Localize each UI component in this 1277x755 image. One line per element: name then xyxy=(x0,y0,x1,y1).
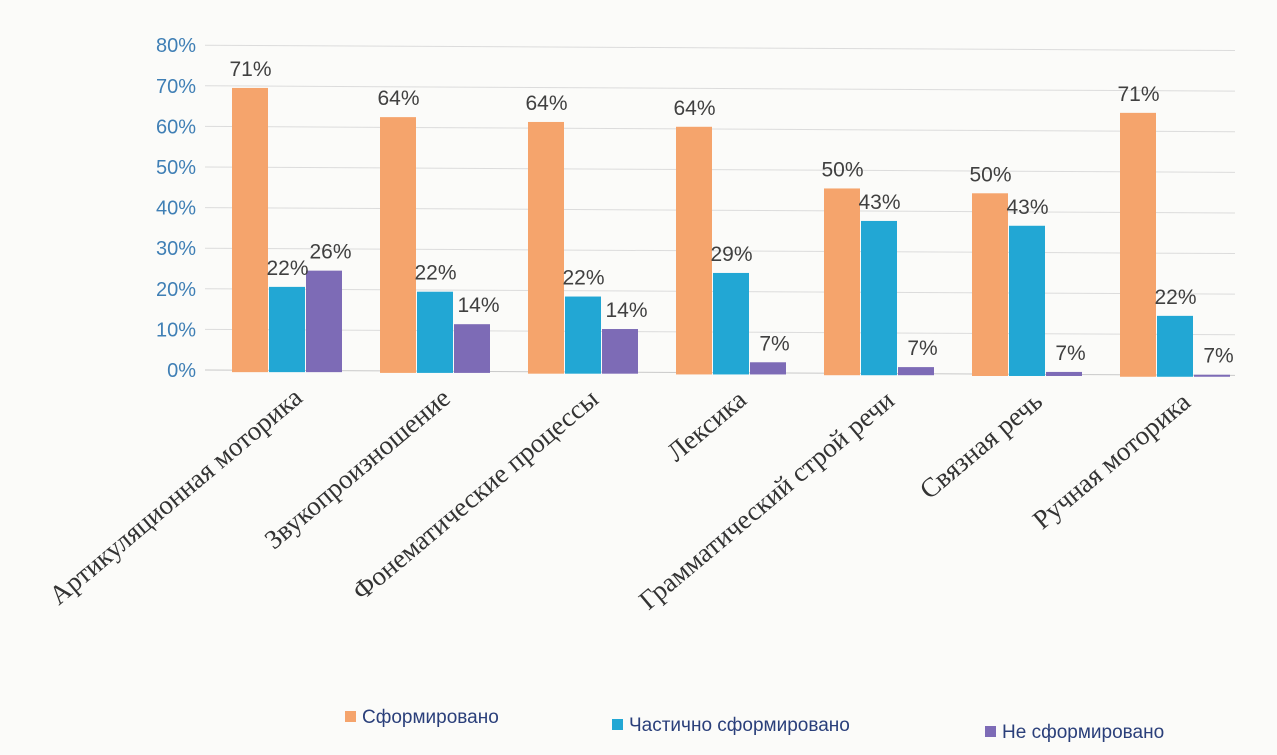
legend-swatch xyxy=(985,726,996,737)
data-label: 26% xyxy=(309,241,351,264)
data-label: 22% xyxy=(562,267,604,290)
bar xyxy=(1120,112,1156,377)
bar xyxy=(528,121,564,374)
category-label: Ручная моторика xyxy=(1027,386,1196,535)
gridline xyxy=(204,207,1236,214)
bar xyxy=(824,188,860,376)
category-label: Лексика xyxy=(661,384,752,467)
y-axis-tick-labels: 0% 10% 20% 30% 40% 50% 60% 70% 80% xyxy=(156,35,196,382)
bar xyxy=(972,193,1008,376)
bar xyxy=(1009,225,1045,376)
data-label: 22% xyxy=(1154,286,1196,309)
data-label: 64% xyxy=(525,92,567,115)
bar xyxy=(565,296,601,374)
y-tick-label: 60% xyxy=(156,116,196,138)
legend-swatch xyxy=(612,719,623,730)
bar xyxy=(1157,315,1193,377)
y-tick-label: 50% xyxy=(156,157,196,179)
category-label: Фонематические процессы xyxy=(346,383,603,606)
legend: Сформировано Частично сформировано Не сфор… xyxy=(345,707,1164,743)
bar xyxy=(602,329,638,374)
y-tick-label: 0% xyxy=(167,360,196,382)
bar xyxy=(676,126,712,375)
legend-label: Частично сформировано xyxy=(629,715,850,736)
data-label: 14% xyxy=(605,299,647,322)
bar xyxy=(1046,371,1082,376)
legend-swatch xyxy=(345,711,356,722)
bar xyxy=(269,286,305,373)
bar xyxy=(380,117,416,373)
gridline xyxy=(204,166,1236,173)
y-tick-label: 40% xyxy=(156,198,196,220)
data-label: 71% xyxy=(229,58,271,81)
bars xyxy=(232,87,1230,377)
bar xyxy=(713,272,749,375)
category-labels: Артикуляционная моторикаЗвукопроизношени… xyxy=(43,382,1196,616)
y-tick-label: 20% xyxy=(156,279,196,301)
bar xyxy=(454,324,490,373)
gridline xyxy=(204,247,1236,255)
y-tick-label: 70% xyxy=(156,76,196,98)
data-label: 22% xyxy=(414,262,456,285)
gridline xyxy=(204,85,1236,92)
data-label: 7% xyxy=(1203,345,1233,368)
gridline xyxy=(204,44,1236,52)
data-label: 7% xyxy=(1055,342,1085,365)
category-label: Связная речь xyxy=(914,386,1048,505)
y-tick-label: 30% xyxy=(156,238,196,260)
bar xyxy=(232,87,268,373)
bar xyxy=(306,270,342,373)
data-label: 14% xyxy=(457,294,499,317)
data-label: 22% xyxy=(266,257,308,280)
data-label: 7% xyxy=(907,337,937,360)
category-label: Грамматический строй речи xyxy=(633,385,900,616)
bar xyxy=(861,220,897,376)
bar xyxy=(898,367,934,376)
data-label: 64% xyxy=(673,97,715,120)
bar xyxy=(417,291,453,373)
data-labels: 71%22%26%64%22%14%64%22%14%64%29%7%50%43… xyxy=(229,58,1233,368)
bar xyxy=(1194,374,1230,377)
gridlines xyxy=(204,44,1236,376)
gridline xyxy=(204,125,1236,133)
legend-label: Сформировано xyxy=(362,707,499,728)
data-label: 50% xyxy=(821,158,863,181)
bar xyxy=(750,362,786,375)
y-tick-label: 10% xyxy=(156,319,196,341)
data-label: 43% xyxy=(858,191,900,214)
y-tick-label: 80% xyxy=(156,35,196,57)
legend-label: Не сформировано xyxy=(1002,722,1164,743)
data-label: 50% xyxy=(969,163,1011,186)
data-label: 29% xyxy=(710,243,752,266)
data-label: 7% xyxy=(759,332,789,355)
data-label: 43% xyxy=(1006,196,1048,219)
data-label: 71% xyxy=(1117,83,1159,106)
data-label: 64% xyxy=(377,87,419,110)
category-label: Артикуляционная моторика xyxy=(43,382,308,611)
